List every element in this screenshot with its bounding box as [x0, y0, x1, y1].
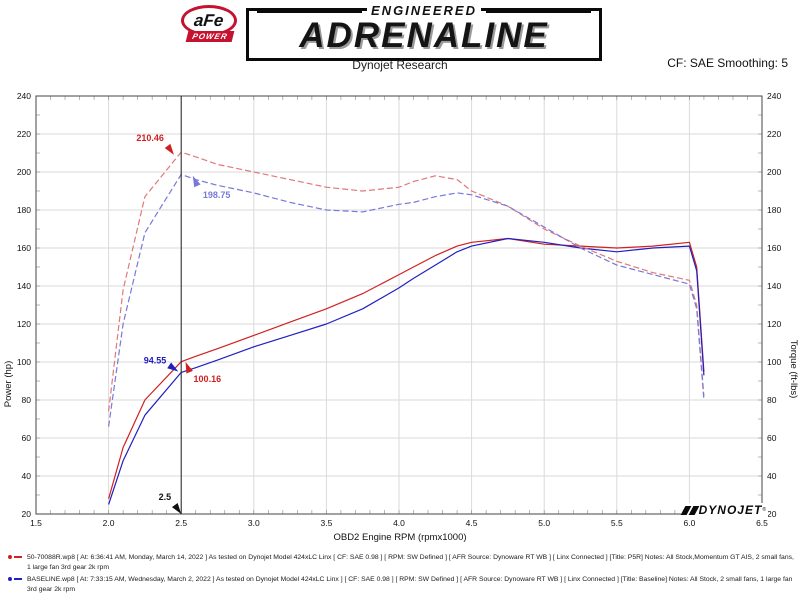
series-solid	[108, 237, 705, 499]
svg-text:120: 120	[17, 319, 31, 329]
legend-dot-icon	[8, 577, 12, 582]
svg-text:5.5: 5.5	[611, 518, 623, 528]
dyno-chart[interactable]: Power (hp) Torque (ft-lbs) OBD2 Engine R…	[0, 84, 800, 550]
svg-text:2.5: 2.5	[175, 518, 187, 528]
afe-logo-text: aFe	[193, 10, 225, 30]
svg-text:20: 20	[22, 509, 32, 519]
afe-power-banner: POWER	[185, 31, 235, 42]
svg-text:80: 80	[22, 395, 32, 405]
svg-text:160: 160	[17, 243, 31, 253]
legend-row-baseline: BASELINE.wp8 [ At: 7:33:15 AM, Wednesday…	[8, 575, 794, 594]
svg-text:60: 60	[767, 433, 777, 443]
annotation-label: 2.5	[159, 492, 172, 502]
annotation-arrow-icon	[185, 362, 193, 374]
y-axis-label-left: Power (hp)	[3, 361, 14, 407]
svg-text:140: 140	[17, 281, 31, 291]
brand-engineered-row: ENGINEERED	[257, 3, 591, 18]
series-dashed	[108, 173, 705, 427]
brand-logo: ENGINEERED ADRENALINE	[246, 3, 602, 61]
series-dashed	[108, 151, 705, 412]
svg-text:240: 240	[17, 91, 31, 101]
series-solid	[108, 237, 705, 505]
legend-dot-icon	[8, 555, 12, 559]
svg-text:120: 120	[767, 319, 781, 329]
svg-text:1.5: 1.5	[30, 518, 42, 528]
report-title: Dynojet Research	[352, 58, 448, 72]
legend-row-p5r: 50-70088R.wp8 [ At: 6:36:41 AM, Monday, …	[8, 553, 794, 572]
dynojet-watermark: DYNOJET ®	[680, 503, 768, 517]
svg-text:220: 220	[17, 129, 31, 139]
annotation-arrow-icon	[167, 362, 179, 372]
svg-text:3.5: 3.5	[320, 518, 332, 528]
svg-text:40: 40	[22, 471, 32, 481]
svg-text:200: 200	[767, 167, 781, 177]
registered-mark: ®	[762, 507, 766, 513]
svg-text:140: 140	[767, 281, 781, 291]
annotation-label: 210.46	[136, 133, 164, 143]
dynojet-logo-text: DYNOJET	[698, 503, 763, 517]
svg-text:3.0: 3.0	[248, 518, 260, 528]
svg-text:6.0: 6.0	[683, 518, 695, 528]
y-axis-label-right: Torque (ft-lbs)	[788, 340, 799, 399]
smoothing-info: CF: SAE Smoothing: 5	[667, 56, 788, 70]
afe-power-logo: aFe POWER	[181, 5, 239, 42]
svg-text:6.5: 6.5	[756, 518, 768, 528]
annotation-arrow-icon	[164, 143, 174, 155]
legend-marker	[8, 555, 22, 559]
brand-adrenaline: ADRENALINE	[299, 16, 549, 55]
svg-text:180: 180	[17, 205, 31, 215]
legend-text: BASELINE.wp8 [ At: 7:33:15 AM, Wednesday…	[27, 576, 793, 593]
svg-text:220: 220	[767, 129, 781, 139]
svg-text:100: 100	[767, 357, 781, 367]
svg-text:60: 60	[22, 433, 32, 443]
brand-bar-right	[485, 8, 591, 13]
svg-text:2.0: 2.0	[103, 518, 115, 528]
svg-text:80: 80	[767, 395, 777, 405]
svg-text:40: 40	[767, 471, 777, 481]
svg-text:4.0: 4.0	[393, 518, 405, 528]
annotation-label: 198.75	[203, 190, 231, 200]
legend-dash-icon	[14, 578, 22, 581]
svg-text:200: 200	[17, 167, 31, 177]
annotation-label: 100.16	[194, 374, 222, 384]
svg-text:4.5: 4.5	[466, 518, 478, 528]
x-axis-label: OBD2 Engine RPM (rpmx1000)	[333, 532, 466, 543]
legend-dash-icon	[14, 556, 22, 558]
svg-text:20: 20	[767, 509, 777, 519]
legend-marker	[8, 577, 22, 582]
svg-text:180: 180	[767, 205, 781, 215]
annotation-label: 94.55	[144, 356, 167, 366]
run-legend: 50-70088R.wp8 [ At: 6:36:41 AM, Monday, …	[8, 553, 794, 597]
svg-text:5.0: 5.0	[538, 518, 550, 528]
svg-text:100: 100	[17, 357, 31, 367]
brand-engineered: ENGINEERED	[367, 3, 481, 18]
svg-text:160: 160	[767, 243, 781, 253]
legend-text: 50-70088R.wp8 [ At: 6:36:41 AM, Monday, …	[27, 554, 794, 571]
svg-text:240: 240	[767, 91, 781, 101]
annotation-arrow-icon	[171, 503, 182, 514]
brand-bar-left	[257, 8, 363, 13]
annotation-arrow-icon	[192, 175, 201, 188]
